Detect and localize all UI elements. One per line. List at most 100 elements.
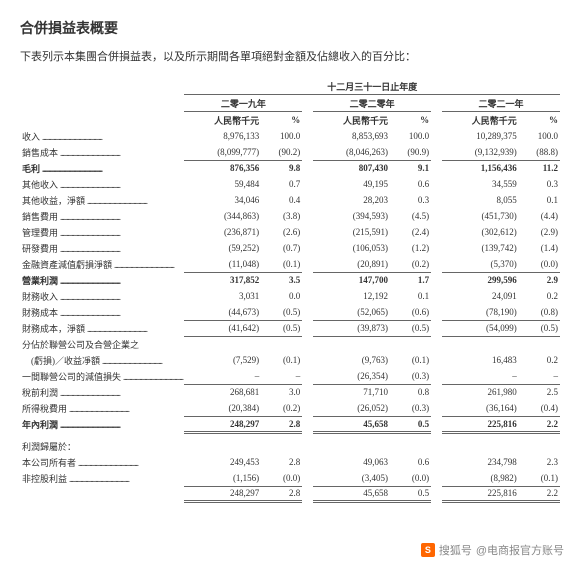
- row-label: 財務成本: [20, 304, 184, 320]
- cell: 59,484: [184, 176, 261, 192]
- cell: 0.3: [519, 176, 560, 192]
- cell: 8,976,133: [184, 128, 261, 144]
- cell: (59,252): [184, 240, 261, 256]
- cell: (3.8): [261, 208, 302, 224]
- cell: (0.6): [390, 304, 431, 320]
- row-label: 分佔於聯營公司及合營企業之: [20, 336, 184, 352]
- cell: 8,055: [442, 192, 519, 208]
- cell: (0.1): [390, 352, 431, 368]
- cell: (8,099,777): [184, 144, 261, 160]
- row-label: 其他收入: [20, 176, 184, 192]
- cell: 3,031: [184, 288, 261, 304]
- cell: (0.0): [519, 256, 560, 272]
- cell: 8,853,693: [313, 128, 390, 144]
- row-label: (虧損)／收益凈額: [20, 352, 184, 368]
- cell: (90.9): [390, 144, 431, 160]
- cell: –: [184, 368, 261, 384]
- cell: 100.0: [519, 128, 560, 144]
- row-label: 金融資產減值虧損淨額: [20, 256, 184, 272]
- cell: (39,873): [313, 320, 390, 336]
- cell: (4.4): [519, 208, 560, 224]
- row-label: 其他收益，淨額: [20, 192, 184, 208]
- cell: 876,356: [184, 160, 261, 176]
- cell: 100.0: [390, 128, 431, 144]
- cell: 0.4: [261, 192, 302, 208]
- cell: (0.1): [261, 256, 302, 272]
- cell: (0.5): [261, 304, 302, 320]
- row-label: 銷售成本: [20, 144, 184, 160]
- cell: 10,289,375: [442, 128, 519, 144]
- cell: (451,730): [442, 208, 519, 224]
- cell: 11.2: [519, 160, 560, 176]
- cell: 49,195: [313, 176, 390, 192]
- cell: –: [519, 368, 560, 384]
- doc-title: 合併損益表概要: [20, 18, 560, 38]
- cell: (52,065): [313, 304, 390, 320]
- cell: (54,099): [442, 320, 519, 336]
- cell: 2.9: [519, 272, 560, 288]
- row-label: 本公司所有者: [20, 454, 184, 470]
- cell: (41,642): [184, 320, 261, 336]
- cell: 0.2: [519, 352, 560, 368]
- cell: 2.2: [519, 486, 560, 501]
- pct-label: %: [519, 112, 560, 129]
- cell: 28,203: [313, 192, 390, 208]
- cell: (2.9): [519, 224, 560, 240]
- cell: (0.2): [261, 400, 302, 416]
- watermark-prefix: 搜狐号: [439, 542, 472, 558]
- cell: 299,596: [442, 272, 519, 288]
- cell: –: [261, 368, 302, 384]
- cell: 24,091: [442, 288, 519, 304]
- row-label: 研發費用: [20, 240, 184, 256]
- row-label: 非控股利益: [20, 470, 184, 486]
- cell: (0.5): [261, 320, 302, 336]
- cell: 248,297: [184, 486, 261, 501]
- row-label: 一間聯營公司的減值損失: [20, 368, 184, 384]
- cell: (44,673): [184, 304, 261, 320]
- cell: (2.6): [261, 224, 302, 240]
- cell: 2.5: [519, 384, 560, 400]
- cell: (5,370): [442, 256, 519, 272]
- row-label: 收入: [20, 128, 184, 144]
- cell: (11,048): [184, 256, 261, 272]
- cell: 71,710: [313, 384, 390, 400]
- cell: 9.1: [390, 160, 431, 176]
- cell: (1,156): [184, 470, 261, 486]
- cell: 807,430: [313, 160, 390, 176]
- cell: (302,612): [442, 224, 519, 240]
- cell: 147,700: [313, 272, 390, 288]
- cell: 2.8: [261, 416, 302, 432]
- income-statement-table: 十二月三十一日止年度 二零一九年 二零二零年 二零二一年 人民幣千元 % 人民幣…: [20, 78, 560, 503]
- pct-label: %: [390, 112, 431, 129]
- cell: 0.5: [390, 416, 431, 432]
- attrib-header: 利潤歸屬於：: [20, 438, 184, 454]
- cell: 0.6: [390, 454, 431, 470]
- cell: 16,483: [442, 352, 519, 368]
- cell: 45,658: [313, 416, 390, 432]
- row-label: 營業利潤: [20, 272, 184, 288]
- cell: (0.1): [519, 470, 560, 486]
- cell: (0.7): [261, 240, 302, 256]
- cell: (0.3): [390, 400, 431, 416]
- watermark: S 搜狐号 @电商报官方账号: [421, 542, 564, 558]
- cell: (0.0): [261, 470, 302, 486]
- row-label: [20, 486, 184, 501]
- cell: 45,658: [313, 486, 390, 501]
- cell: (0.5): [390, 320, 431, 336]
- cell: 2.8: [261, 454, 302, 470]
- cell: 1,156,436: [442, 160, 519, 176]
- unit-label: 人民幣千元: [184, 112, 261, 129]
- cell: 3.5: [261, 272, 302, 288]
- row-label: 毛利: [20, 160, 184, 176]
- cell: (8,982): [442, 470, 519, 486]
- cell: 268,681: [184, 384, 261, 400]
- cell: 0.1: [390, 288, 431, 304]
- cell: (1.2): [390, 240, 431, 256]
- watermark-account: @电商报官方账号: [476, 542, 564, 558]
- unit-label: 人民幣千元: [442, 112, 519, 129]
- year-2019: 二零一九年: [184, 95, 302, 112]
- row-label: 財務成本，淨額: [20, 320, 184, 336]
- cell: 100.0: [261, 128, 302, 144]
- cell: (2.4): [390, 224, 431, 240]
- cell: (4.5): [390, 208, 431, 224]
